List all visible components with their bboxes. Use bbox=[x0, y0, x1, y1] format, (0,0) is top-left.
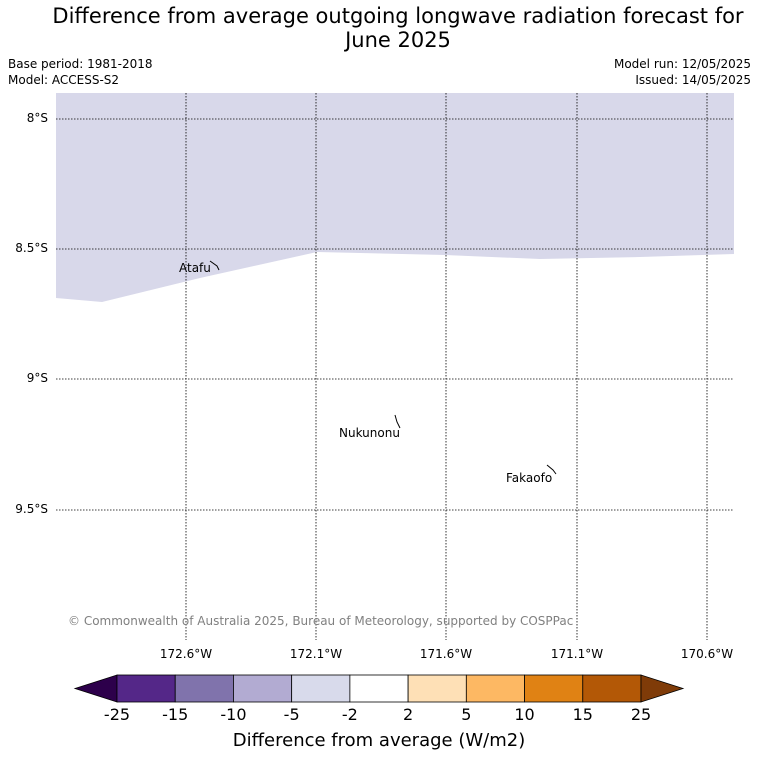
base-period: Base period: 1981-2018 bbox=[8, 57, 153, 71]
colorbar-tick-label: -25 bbox=[103, 705, 131, 724]
place-label-nukunonu: Nukunonu bbox=[339, 426, 400, 440]
colorbar-tick-label: -5 bbox=[283, 705, 300, 724]
issued-date: Issued: 14/05/2025 bbox=[635, 73, 751, 87]
atafu-outline bbox=[209, 260, 220, 271]
colorbar-segment bbox=[291, 674, 351, 703]
lat-gridlines bbox=[56, 118, 734, 511]
lat-label-8-5s: 8.5°S bbox=[15, 241, 48, 255]
colorbar-tick-label: 5 bbox=[461, 705, 472, 724]
lon-label-170-6w: 170.6°W bbox=[680, 647, 734, 661]
colorbar-segment bbox=[407, 674, 467, 703]
meta-right: Model run: 12/05/2025 Issued: 14/05/2025 bbox=[614, 56, 751, 88]
lon-label-172-1w: 172.1°W bbox=[289, 647, 343, 661]
lon-label-171-1w: 171.1°W bbox=[550, 647, 604, 661]
colorbar-tick-label: -15 bbox=[162, 705, 189, 724]
model-run: Model run: 12/05/2025 bbox=[613, 57, 751, 71]
anomaly-shading bbox=[56, 93, 734, 302]
lat-label-8s: 8°S bbox=[26, 111, 48, 125]
colorbar-tick-label: 25 bbox=[630, 705, 652, 724]
colorbar bbox=[73, 674, 685, 703]
colorbar-segment bbox=[349, 674, 409, 703]
colorbar-segment bbox=[524, 674, 584, 703]
meta-left: Base period: 1981-2018 Model: ACCESS-S2 bbox=[8, 56, 153, 88]
lon-gridlines bbox=[185, 93, 708, 640]
nukunonu-outline bbox=[394, 414, 401, 429]
lon-label-172-6w: 172.6°W bbox=[159, 647, 213, 661]
colorbar-segment bbox=[233, 674, 293, 703]
colorbar-tick-label: -2 bbox=[341, 705, 358, 724]
colorbar-segment bbox=[582, 674, 642, 703]
colorbar-arrow-min bbox=[73, 674, 118, 703]
lat-label-9s: 9°S bbox=[26, 371, 48, 385]
place-label-fakaofo: Fakaofo bbox=[506, 471, 553, 485]
lat-label-9-5s: 9.5°S bbox=[15, 502, 48, 516]
colorbar-tick-label: -10 bbox=[220, 705, 247, 724]
colorbar-tick-label: 15 bbox=[572, 705, 593, 724]
colorbar-segment bbox=[116, 674, 176, 703]
colorbar-segment bbox=[465, 674, 525, 703]
fakaofo-outline bbox=[546, 464, 557, 475]
colorbar-segment bbox=[174, 674, 234, 703]
colorbar-tick-label: 2 bbox=[403, 705, 414, 724]
copyright-notice: © Commonwealth of Australia 2025, Bureau… bbox=[68, 614, 574, 628]
lon-label-171-6w: 171.6°W bbox=[419, 647, 473, 661]
place-label-atafu: Atafu bbox=[179, 261, 211, 275]
colorbar-arrow-max bbox=[640, 674, 685, 703]
colorbar-label: Difference from average (W/m2) bbox=[232, 730, 526, 751]
colorbar-tick-label: 10 bbox=[514, 705, 535, 724]
map-title: Difference from average outgoing longwav… bbox=[52, 4, 744, 52]
model-name: Model: ACCESS-S2 bbox=[8, 73, 120, 87]
